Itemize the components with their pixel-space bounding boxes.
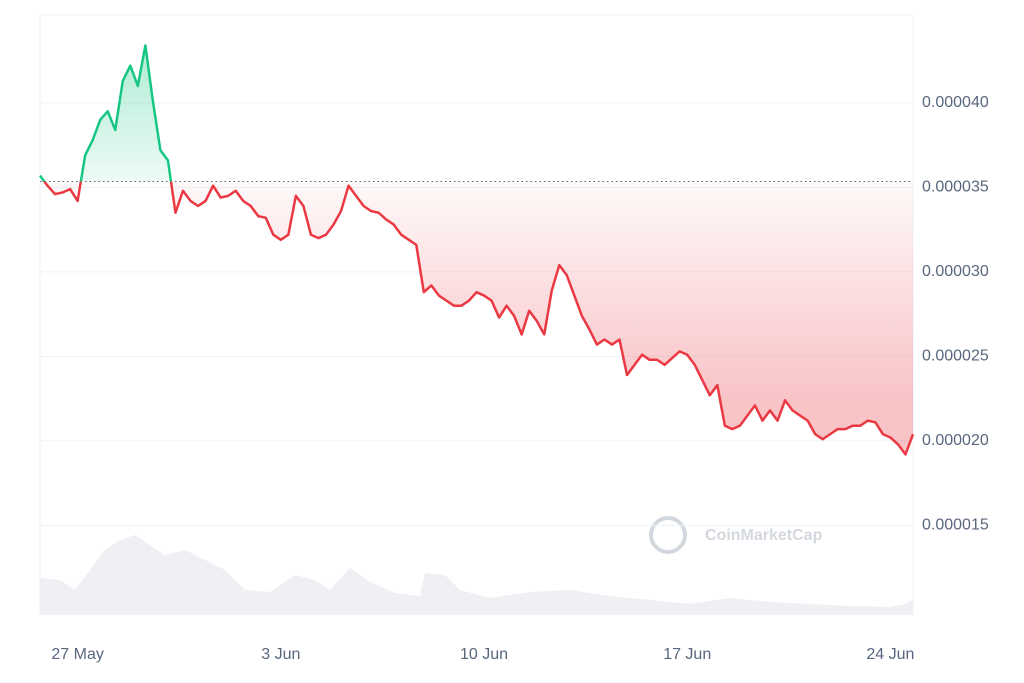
x-tick-label: 3 Jun: [261, 646, 300, 663]
x-tick-label: 27 May: [51, 646, 103, 663]
y-tick-label: 0.000030: [922, 263, 989, 280]
watermark: CoinMarketCap: [705, 527, 823, 544]
x-tick-label: 17 Jun: [663, 646, 711, 663]
y-tick-label: 0.000020: [922, 432, 989, 449]
y-tick-label: 0.000040: [922, 94, 989, 111]
volume-area: [40, 535, 913, 615]
y-tick-label: 0.000025: [922, 348, 989, 365]
y-tick-label: 0.000035: [922, 179, 989, 196]
x-tick-label: 24 Jun: [866, 646, 914, 663]
x-tick-label: 10 Jun: [460, 646, 508, 663]
watermark-logo: [649, 516, 687, 554]
price-line: [38, 44, 915, 456]
price-area: [40, 45, 913, 455]
y-tick-label: 0.000015: [922, 517, 989, 534]
